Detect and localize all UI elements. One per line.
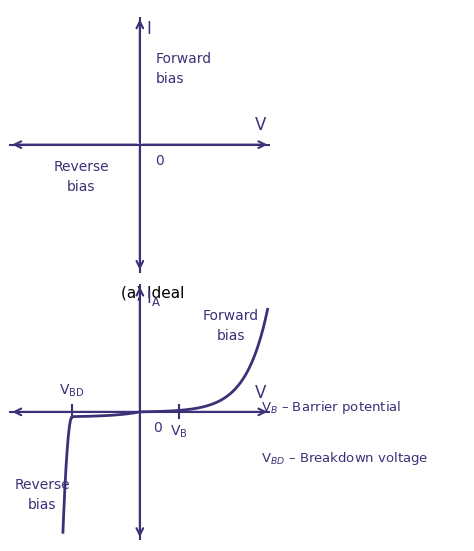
Text: I: I <box>146 20 151 39</box>
Text: Reverse
bias: Reverse bias <box>14 478 70 512</box>
Text: Forward
bias: Forward bias <box>203 309 259 343</box>
Text: V: V <box>255 383 266 402</box>
Text: V$_{\mathrm{B}}$: V$_{\mathrm{B}}$ <box>170 423 188 440</box>
Text: Forward
bias: Forward bias <box>155 52 211 86</box>
Text: V: V <box>255 116 266 134</box>
Text: I$_{\mathrm{A}}$: I$_{\mathrm{A}}$ <box>146 288 161 307</box>
Text: V$_{B}$ – Barrier potential: V$_{B}$ – Barrier potential <box>261 399 401 416</box>
Text: V$_{\mathrm{BD}}$: V$_{\mathrm{BD}}$ <box>59 382 85 399</box>
Text: Reverse
bias: Reverse bias <box>54 160 109 193</box>
Text: 0: 0 <box>155 154 164 168</box>
Text: (a) Ideal: (a) Ideal <box>121 285 184 300</box>
Text: V$_{BD}$ – Breakdown voltage: V$_{BD}$ – Breakdown voltage <box>261 450 428 467</box>
Text: 0: 0 <box>153 421 162 435</box>
